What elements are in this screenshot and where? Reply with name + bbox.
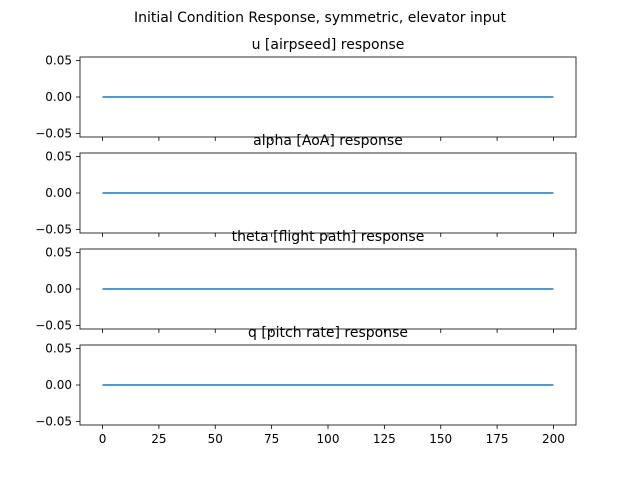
figure-suptitle: Initial Condition Response, symmetric, e… <box>134 10 507 26</box>
y-tick-label: 0.05 <box>45 342 72 356</box>
y-tick-label: 0.05 <box>45 150 72 164</box>
y-tick-label: −0.05 <box>35 126 72 140</box>
y-tick-label: −0.05 <box>35 318 72 332</box>
y-tick-label: 0.00 <box>45 378 72 392</box>
x-tick-label: 25 <box>151 432 166 446</box>
subplot-1: alpha [AoA] response −0.05 0.00 0.05 <box>35 133 577 237</box>
subplots-group: u [airpseed] response−0.050.000.05alpha … <box>35 37 577 446</box>
y-tick-label: 0.00 <box>45 90 72 104</box>
y-tick-label: 0.00 <box>45 282 72 296</box>
axes-frame <box>79 344 577 426</box>
subplot-3: q [pitch rate] response 0 25 50 75 100 125 150 1… <box>35 325 577 446</box>
subplot-2: theta [flight path] response −0.05 0.00 0.0… <box>35 229 577 333</box>
x-tick-label: 100 <box>317 432 340 446</box>
axes-frame <box>79 248 577 330</box>
y-tick-label: 0.05 <box>45 246 72 260</box>
x-tick-label: 150 <box>429 432 452 446</box>
axes-frame <box>79 56 577 138</box>
subplot-title: u [airpseed] response <box>252 37 405 53</box>
x-tick-label: 125 <box>373 432 396 446</box>
x-tick-label: 50 <box>208 432 223 446</box>
x-tick-label: 75 <box>264 432 279 446</box>
y-tick-label: 0.00 <box>45 186 72 200</box>
subplot-title: q [pitch rate] response <box>248 325 408 341</box>
x-tick-label: 0 <box>99 432 107 446</box>
axes-frame <box>79 152 577 234</box>
y-tick-label: −0.05 <box>35 414 72 428</box>
x-tick-label: 200 <box>542 432 565 446</box>
subplot-title: theta [flight path] response <box>232 229 425 245</box>
x-tick-label: 175 <box>486 432 509 446</box>
subplot-0: u [airpseed] response −0.05 0.00 0.05 <box>35 37 577 141</box>
y-tick-label: 0.05 <box>45 54 72 68</box>
subplot-title: alpha [AoA] response <box>253 133 403 149</box>
y-tick-label: −0.05 <box>35 222 72 236</box>
